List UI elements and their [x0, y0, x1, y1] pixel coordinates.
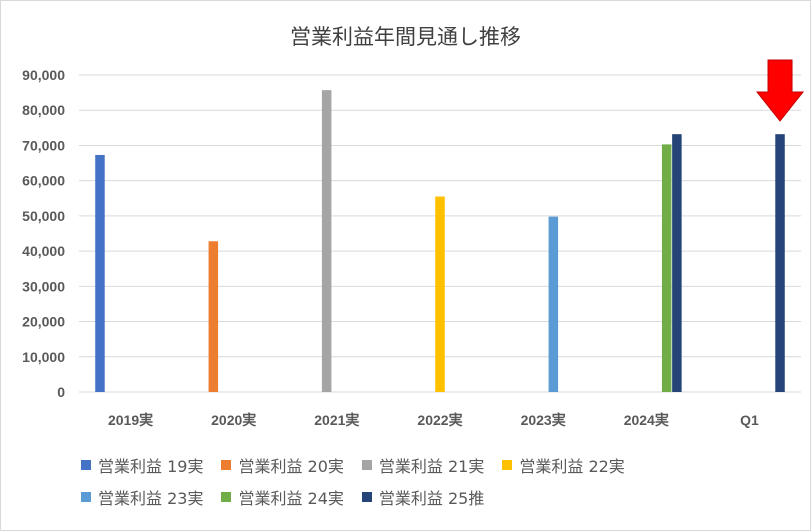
bar — [321, 90, 332, 392]
legend-swatch — [361, 492, 372, 502]
legend-label: 営業利益 20実 — [238, 457, 344, 476]
legend-swatch — [81, 460, 91, 470]
legend-swatch — [502, 460, 513, 470]
y-tick-label: 90,000 — [22, 67, 65, 83]
bar — [775, 134, 785, 392]
y-tick-label: 50,000 — [22, 208, 65, 224]
annotation — [755, 59, 805, 122]
legend-label: 営業利益 24実 — [238, 489, 344, 508]
bar — [672, 134, 682, 392]
y-tick-label: 20,000 — [22, 314, 65, 330]
y-tick-label: 0 — [57, 384, 65, 400]
y-axis: 0 10,000 20,000 30,000 40,000 50,000 60,000 70,… — [22, 67, 65, 400]
legend-item: 営業利益 25推 — [361, 485, 485, 509]
legend-label: 営業利益 19実 — [98, 457, 204, 476]
x-tick-label: 2019実 — [108, 412, 153, 428]
legend-swatch — [221, 460, 232, 470]
bar — [208, 241, 219, 392]
legend-swatch — [81, 492, 91, 502]
x-tick-label: 2020実 — [211, 412, 256, 428]
legend-item: 営業利益 21実 — [361, 453, 485, 477]
x-tick-label: 2023実 — [521, 412, 566, 428]
legend-item: 営業利益 20実 — [221, 453, 344, 477]
x-tick-label: 2024実 — [624, 412, 669, 428]
legend-item: 営業利益 22実 — [502, 453, 625, 477]
y-tick-label: 80,000 — [22, 102, 65, 118]
x-tick-label: Q1 — [740, 412, 759, 428]
legend-label: 営業利益 21実 — [378, 457, 485, 476]
y-tick-label: 70,000 — [22, 137, 65, 153]
legend-row: 営業利益 19実 営業利益 20実 営業利益 21実 営業利益 22実 — [81, 449, 761, 481]
legend-label: 営業利益 22実 — [519, 457, 625, 476]
bar — [661, 144, 672, 392]
x-axis: 2019実 2020実 2021実 2022実 2023実 2024実 Q1 — [108, 412, 759, 428]
bar — [95, 154, 105, 392]
x-tick-label: 2022実 — [417, 412, 462, 428]
bar — [548, 216, 559, 392]
y-tick-label: 10,000 — [22, 349, 65, 365]
legend-label: 営業利益 25推 — [378, 489, 485, 508]
legend-item: 営業利益 19実 — [81, 453, 203, 477]
x-tick-label: 2021実 — [314, 412, 359, 428]
chart-title: 営業利益年間見通し推移 — [290, 25, 521, 49]
legend-row: 営業利益 23実 営業利益 24実 営業利益 25推 — [81, 481, 761, 513]
bar — [435, 196, 445, 392]
legend-item: 営業利益 24実 — [221, 485, 344, 509]
legend-label: 営業利益 23実 — [98, 489, 204, 508]
legend-swatch — [361, 460, 372, 470]
legend-swatch — [221, 492, 232, 502]
red-arrow-icon — [755, 59, 805, 122]
bars — [95, 90, 785, 392]
legend-item: 営業利益 23実 — [81, 485, 203, 509]
y-tick-label: 60,000 — [22, 173, 65, 189]
y-tick-label: 30,000 — [22, 278, 65, 294]
legend: 営業利益 19実 営業利益 20実 営業利益 21実 営業利益 22実 営業利益 23… — [81, 449, 761, 513]
y-tick-label: 40,000 — [22, 243, 65, 259]
